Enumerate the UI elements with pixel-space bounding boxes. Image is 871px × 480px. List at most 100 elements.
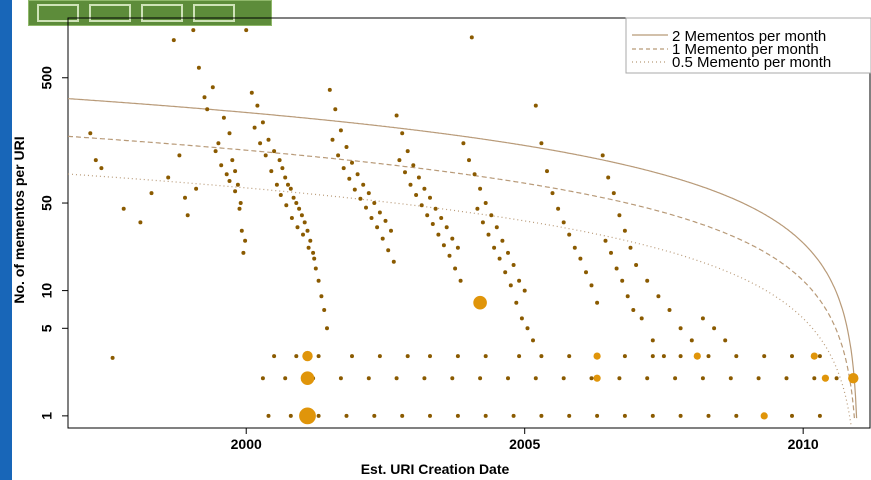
data-point bbox=[272, 149, 277, 154]
data-point bbox=[447, 253, 452, 258]
data-point bbox=[294, 201, 299, 205]
rate-curves bbox=[67, 98, 858, 426]
data-point bbox=[416, 175, 421, 180]
data-point bbox=[308, 238, 313, 243]
data-point bbox=[706, 413, 711, 418]
data-point bbox=[469, 35, 474, 40]
weighted-data-point bbox=[821, 374, 830, 382]
data-point bbox=[110, 355, 115, 360]
data-point bbox=[503, 270, 508, 275]
data-point bbox=[202, 95, 207, 100]
data-point bbox=[252, 125, 257, 130]
data-point bbox=[519, 316, 524, 321]
data-point bbox=[350, 160, 354, 165]
data-point bbox=[458, 278, 463, 283]
weighted-data-point bbox=[473, 295, 487, 310]
data-point bbox=[609, 250, 613, 255]
data-point bbox=[584, 270, 588, 275]
data-point bbox=[411, 163, 416, 168]
data-point bbox=[277, 158, 282, 163]
data-point bbox=[185, 213, 190, 218]
data-point bbox=[319, 294, 324, 299]
data-point bbox=[614, 266, 619, 271]
data-point bbox=[756, 376, 761, 381]
data-point bbox=[219, 163, 224, 168]
data-point bbox=[517, 354, 522, 359]
data-point bbox=[762, 354, 767, 359]
data-point bbox=[177, 153, 182, 158]
data-point bbox=[817, 413, 822, 418]
data-point bbox=[467, 158, 471, 163]
data-point bbox=[289, 216, 294, 220]
data-point bbox=[288, 186, 293, 191]
data-point bbox=[405, 149, 410, 154]
data-point bbox=[595, 300, 600, 305]
data-point bbox=[441, 243, 446, 248]
data-point bbox=[461, 141, 466, 146]
data-point bbox=[508, 283, 513, 288]
data-point bbox=[263, 153, 268, 158]
data-point bbox=[450, 376, 455, 381]
data-point bbox=[600, 153, 605, 158]
data-point bbox=[283, 175, 288, 180]
first-icon[interactable] bbox=[37, 4, 79, 22]
data-point bbox=[511, 263, 516, 267]
data-point bbox=[419, 203, 424, 208]
data-point bbox=[475, 206, 480, 211]
data-point bbox=[377, 210, 382, 215]
data-point bbox=[673, 376, 678, 381]
data-point bbox=[255, 103, 260, 108]
weighted-data-point bbox=[593, 352, 601, 360]
next-icon[interactable] bbox=[141, 4, 183, 22]
data-point bbox=[428, 195, 432, 200]
data-point bbox=[196, 65, 201, 70]
y-tick-label: 50 bbox=[39, 195, 55, 211]
data-point bbox=[322, 308, 327, 312]
weighted-data-point bbox=[810, 352, 818, 360]
data-point bbox=[678, 326, 683, 331]
data-point bbox=[444, 225, 449, 230]
data-point bbox=[260, 376, 265, 381]
data-point bbox=[472, 172, 477, 177]
x-tick-label: 2005 bbox=[509, 436, 540, 452]
data-point bbox=[243, 238, 248, 243]
data-point bbox=[617, 213, 622, 218]
data-point bbox=[350, 354, 354, 359]
data-point bbox=[728, 376, 733, 381]
data-point bbox=[238, 201, 243, 205]
data-point bbox=[572, 245, 577, 250]
data-point bbox=[595, 413, 600, 418]
data-point bbox=[391, 259, 396, 264]
data-point bbox=[606, 175, 611, 180]
plot-border bbox=[67, 17, 871, 429]
data-point bbox=[790, 354, 794, 359]
data-point bbox=[622, 228, 627, 233]
data-point bbox=[347, 176, 352, 181]
last-icon[interactable] bbox=[193, 4, 235, 22]
data-point bbox=[380, 236, 385, 241]
data-point bbox=[645, 278, 650, 283]
weighted-data-point bbox=[760, 412, 768, 420]
data-point bbox=[408, 182, 413, 187]
data-point bbox=[539, 354, 544, 359]
data-point bbox=[486, 232, 491, 237]
data-point bbox=[383, 218, 388, 223]
data-point bbox=[678, 354, 683, 359]
data-point bbox=[561, 220, 566, 225]
data-point bbox=[622, 354, 627, 359]
rate-curve-dotted bbox=[67, 173, 852, 426]
data-point bbox=[500, 238, 505, 243]
data-point bbox=[489, 213, 494, 218]
data-point bbox=[166, 175, 171, 180]
data-point bbox=[312, 256, 317, 261]
data-point bbox=[306, 245, 311, 250]
data-point bbox=[812, 376, 817, 381]
data-point bbox=[478, 376, 483, 381]
data-point bbox=[817, 354, 822, 359]
data-point bbox=[428, 413, 432, 418]
data-point bbox=[678, 413, 683, 418]
data-point bbox=[274, 182, 279, 187]
data-point bbox=[650, 354, 655, 359]
weighted-data-point bbox=[299, 407, 316, 425]
prev-icon[interactable] bbox=[89, 4, 131, 22]
